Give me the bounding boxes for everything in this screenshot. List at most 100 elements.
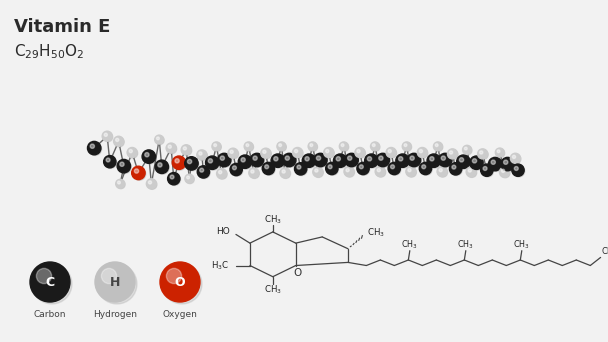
Text: Carbon: Carbon bbox=[34, 310, 66, 319]
Text: CH$_3$: CH$_3$ bbox=[264, 284, 282, 296]
Text: CH$_3$: CH$_3$ bbox=[601, 246, 608, 258]
Circle shape bbox=[460, 158, 464, 162]
Circle shape bbox=[198, 167, 210, 179]
Circle shape bbox=[386, 147, 396, 158]
Circle shape bbox=[452, 165, 456, 169]
Circle shape bbox=[366, 155, 379, 168]
Circle shape bbox=[323, 147, 334, 158]
Circle shape bbox=[356, 148, 365, 158]
Circle shape bbox=[228, 148, 238, 158]
Text: H$_3$C: H$_3$C bbox=[212, 259, 230, 272]
Circle shape bbox=[284, 155, 297, 167]
Circle shape bbox=[514, 167, 518, 170]
Circle shape bbox=[183, 147, 187, 150]
Circle shape bbox=[488, 157, 502, 171]
Circle shape bbox=[469, 156, 483, 169]
Circle shape bbox=[134, 169, 139, 173]
Circle shape bbox=[417, 147, 427, 158]
Circle shape bbox=[513, 155, 516, 158]
Circle shape bbox=[116, 179, 125, 188]
Circle shape bbox=[168, 173, 180, 185]
Circle shape bbox=[418, 148, 428, 158]
Circle shape bbox=[187, 159, 192, 164]
Circle shape bbox=[166, 143, 176, 153]
Circle shape bbox=[303, 155, 316, 168]
Circle shape bbox=[181, 145, 192, 155]
Circle shape bbox=[147, 179, 156, 189]
Circle shape bbox=[421, 163, 432, 175]
Circle shape bbox=[213, 143, 221, 151]
Circle shape bbox=[463, 145, 472, 154]
Text: CH$_3$: CH$_3$ bbox=[367, 226, 385, 239]
Circle shape bbox=[315, 169, 318, 172]
Circle shape bbox=[439, 169, 442, 172]
Circle shape bbox=[174, 157, 186, 170]
Circle shape bbox=[167, 268, 182, 284]
Circle shape bbox=[465, 147, 467, 150]
Circle shape bbox=[294, 148, 303, 158]
Circle shape bbox=[132, 166, 145, 180]
Circle shape bbox=[457, 155, 470, 168]
Circle shape bbox=[250, 169, 260, 179]
Circle shape bbox=[170, 175, 174, 179]
Circle shape bbox=[355, 147, 365, 158]
Circle shape bbox=[162, 264, 202, 304]
Circle shape bbox=[313, 167, 323, 177]
Circle shape bbox=[240, 156, 252, 169]
Circle shape bbox=[219, 155, 232, 167]
Circle shape bbox=[219, 171, 222, 174]
Circle shape bbox=[482, 165, 494, 177]
Circle shape bbox=[367, 157, 371, 161]
Circle shape bbox=[365, 154, 378, 167]
Circle shape bbox=[119, 161, 131, 173]
Circle shape bbox=[407, 153, 421, 167]
Circle shape bbox=[344, 167, 354, 176]
Circle shape bbox=[328, 165, 332, 169]
Circle shape bbox=[437, 167, 447, 176]
Circle shape bbox=[435, 144, 438, 147]
Circle shape bbox=[156, 161, 169, 174]
Circle shape bbox=[282, 170, 285, 173]
Circle shape bbox=[156, 137, 159, 140]
Circle shape bbox=[246, 144, 249, 147]
Circle shape bbox=[106, 158, 110, 162]
Circle shape bbox=[117, 159, 131, 173]
Circle shape bbox=[340, 143, 349, 151]
Text: Vitamin E: Vitamin E bbox=[14, 18, 111, 36]
Circle shape bbox=[496, 149, 505, 157]
Circle shape bbox=[467, 168, 477, 177]
Circle shape bbox=[499, 167, 510, 177]
Text: CH$_3$: CH$_3$ bbox=[457, 238, 474, 251]
Circle shape bbox=[463, 146, 472, 155]
Circle shape bbox=[185, 157, 198, 170]
Circle shape bbox=[346, 155, 359, 167]
Circle shape bbox=[230, 163, 243, 176]
Circle shape bbox=[285, 156, 289, 160]
Circle shape bbox=[302, 154, 316, 167]
Circle shape bbox=[388, 162, 401, 175]
Circle shape bbox=[325, 148, 334, 158]
Circle shape bbox=[480, 151, 483, 154]
Circle shape bbox=[375, 167, 385, 176]
Circle shape bbox=[157, 163, 162, 167]
Circle shape bbox=[314, 153, 327, 167]
Circle shape bbox=[206, 156, 219, 169]
Circle shape bbox=[280, 168, 290, 178]
Circle shape bbox=[346, 169, 349, 172]
Circle shape bbox=[345, 153, 358, 167]
Circle shape bbox=[309, 143, 317, 151]
Circle shape bbox=[127, 147, 137, 158]
Circle shape bbox=[358, 163, 370, 175]
Circle shape bbox=[472, 159, 477, 163]
Circle shape bbox=[220, 156, 224, 160]
Circle shape bbox=[379, 156, 383, 160]
Circle shape bbox=[133, 168, 146, 180]
Circle shape bbox=[187, 176, 190, 179]
Circle shape bbox=[449, 151, 453, 154]
Circle shape bbox=[390, 165, 395, 169]
Circle shape bbox=[253, 156, 257, 160]
Circle shape bbox=[244, 142, 253, 151]
Circle shape bbox=[501, 157, 514, 171]
Circle shape bbox=[89, 143, 102, 156]
Circle shape bbox=[388, 149, 392, 153]
